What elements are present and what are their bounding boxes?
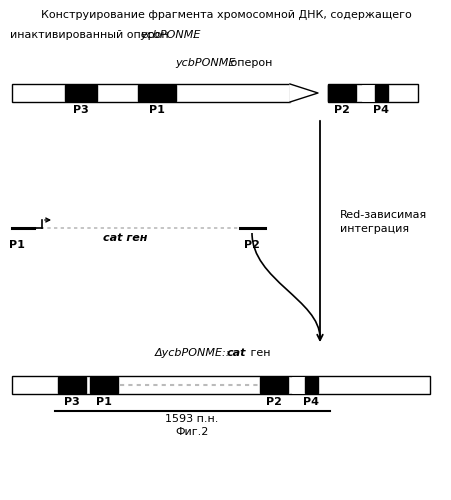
Text: ycbPONME: ycbPONME xyxy=(140,30,200,40)
Bar xyxy=(138,85,175,101)
Bar xyxy=(374,85,387,101)
Text: P2: P2 xyxy=(244,240,259,250)
Text: инактивированный оперон: инактивированный оперон xyxy=(10,30,172,40)
Text: Фиг.2: Фиг.2 xyxy=(175,427,208,437)
Bar xyxy=(304,377,318,393)
Text: P3: P3 xyxy=(73,105,89,115)
Text: P2: P2 xyxy=(333,105,349,115)
Text: 1593 п.н.: 1593 п.н. xyxy=(165,414,218,424)
Text: cat: cat xyxy=(226,348,246,358)
Bar xyxy=(361,85,374,101)
Text: .: . xyxy=(192,30,195,40)
Bar xyxy=(259,377,287,393)
Text: оперон: оперон xyxy=(226,58,272,68)
Bar xyxy=(58,377,86,393)
Text: P2: P2 xyxy=(266,397,281,407)
Text: P1: P1 xyxy=(96,397,112,407)
Text: ycbPONME: ycbPONME xyxy=(175,58,235,68)
Bar xyxy=(327,85,355,101)
Bar xyxy=(291,377,304,393)
Text: P4: P4 xyxy=(372,105,388,115)
Text: cat ген: cat ген xyxy=(102,233,147,243)
Bar xyxy=(12,376,429,394)
Bar xyxy=(65,85,97,101)
Text: P1: P1 xyxy=(9,240,25,250)
Bar xyxy=(327,84,417,102)
Text: P3: P3 xyxy=(64,397,80,407)
Text: P4: P4 xyxy=(302,397,318,407)
Text: ΔycbPONME::: ΔycbPONME:: xyxy=(155,348,230,358)
Text: Red-зависимая
интеграция: Red-зависимая интеграция xyxy=(339,210,426,234)
Text: ген: ген xyxy=(246,348,270,358)
Bar xyxy=(12,84,290,102)
Polygon shape xyxy=(290,84,318,102)
Text: Конструирование фрагмента хромосомной ДНК, содержащего: Конструирование фрагмента хромосомной ДН… xyxy=(41,10,410,20)
Text: P1: P1 xyxy=(149,105,165,115)
Bar xyxy=(90,377,118,393)
